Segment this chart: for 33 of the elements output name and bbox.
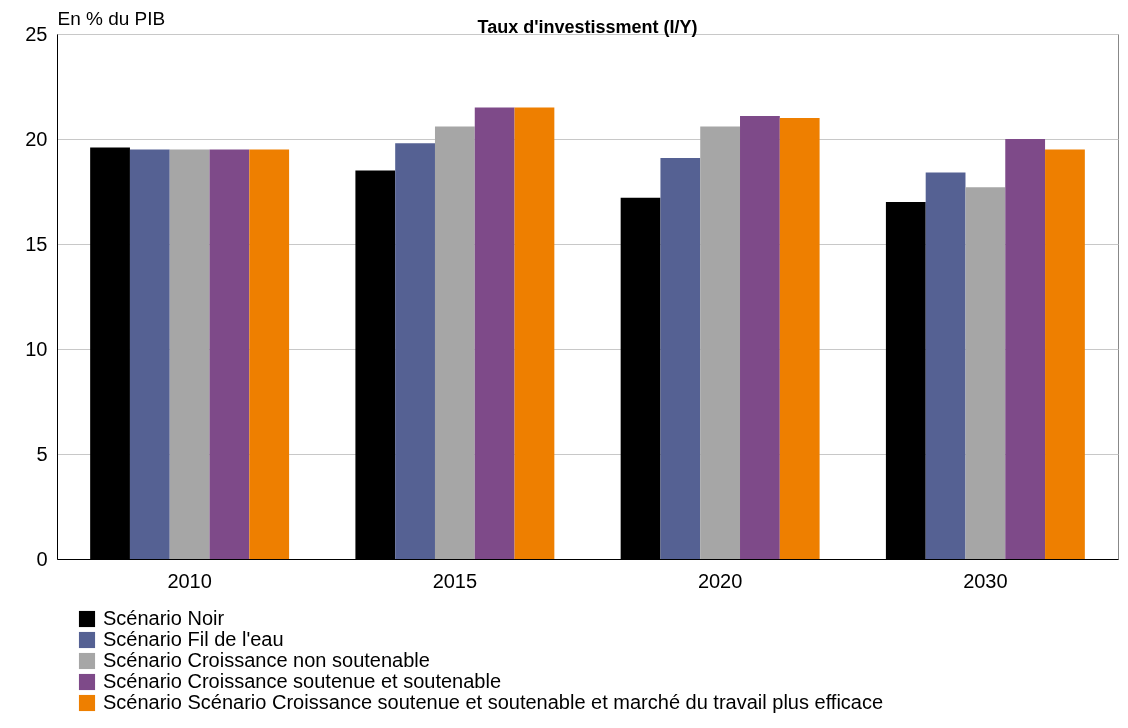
x-tick-label: 2020: [697, 569, 743, 592]
bar: [1005, 139, 1046, 559]
x-tick-label: 2010: [167, 569, 212, 592]
y-tick-label: 15: [25, 232, 48, 255]
legend-label: Scénario Noir: [103, 607, 225, 629]
bar: [434, 126, 475, 559]
bar: [514, 107, 555, 559]
bar: [209, 149, 250, 559]
bar: [129, 149, 170, 559]
bar: [700, 126, 741, 559]
bar: [740, 115, 780, 559]
y-tick-label: 0: [36, 547, 48, 570]
bar: [1045, 149, 1085, 559]
legend-label: Scénario Croissance soutenue et soutenable: [103, 670, 502, 692]
y-tick-label: 10: [25, 337, 48, 360]
y-axis-title: En % du PIB: [57, 7, 166, 29]
bar: [169, 149, 210, 559]
bar: [249, 149, 290, 559]
legend-label: Scénario Scénario Croissance soutenue et soutenable et marché du travail plus efficace: [103, 691, 884, 713]
x-tick-label: 2030: [963, 569, 1008, 592]
legend-label: Scénario Croissance non soutenable: [103, 649, 430, 671]
bar: [779, 118, 820, 559]
bar: [965, 187, 1006, 559]
y-tick-label: 5: [36, 442, 48, 465]
legend-label: Scénario Fil de l'eau: [103, 628, 284, 650]
x-tick-label: 2015: [432, 569, 478, 592]
y-tick-label: 20: [25, 127, 48, 150]
bar: [660, 157, 701, 559]
y-tick-label: 25: [25, 22, 48, 45]
bar: [395, 143, 435, 559]
bar: [474, 107, 515, 559]
chart-title: Taux d'investissment (I/Y): [477, 17, 698, 37]
bar: [925, 172, 966, 559]
